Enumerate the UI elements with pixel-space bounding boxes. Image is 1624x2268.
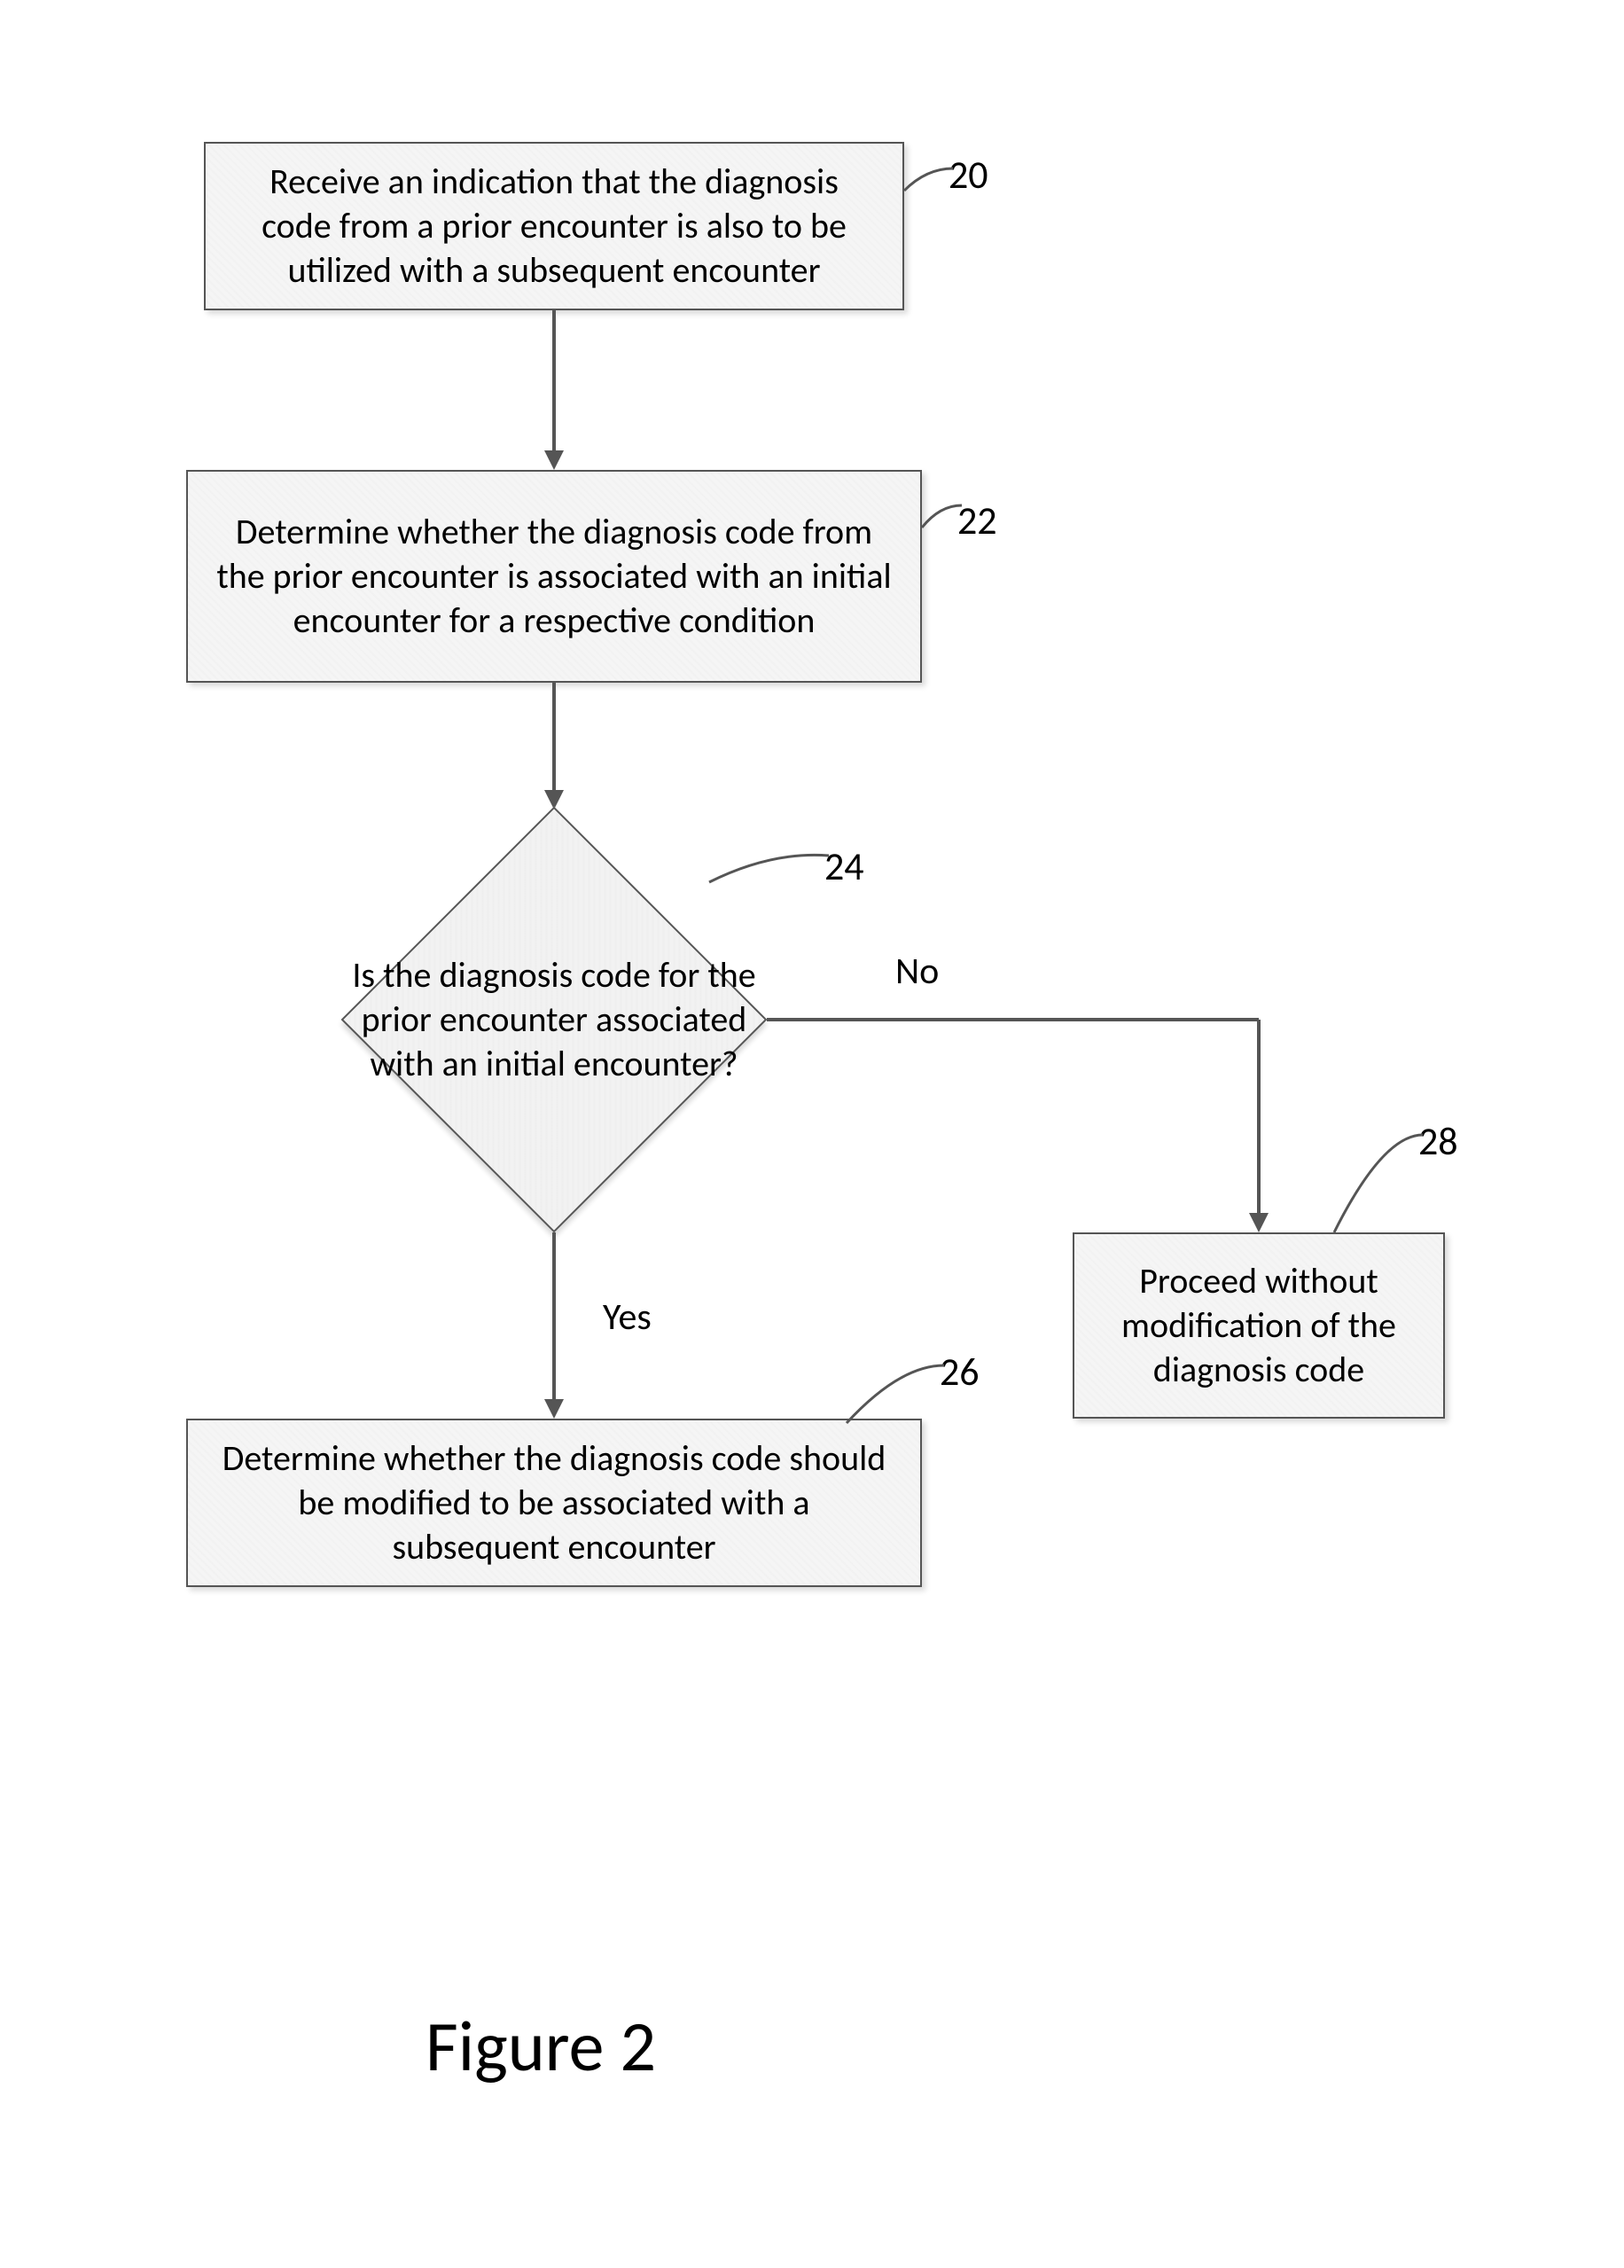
arrow-24-28 xyxy=(767,1006,1281,1237)
process-box-26: Determine whether the diagnosis code sho… xyxy=(186,1419,922,1587)
process-box-28-text: Proceed without modification of the diag… xyxy=(1101,1259,1417,1392)
arrow-20-22 xyxy=(541,310,567,470)
label-26: 26 xyxy=(940,1348,980,1396)
label-20: 20 xyxy=(949,151,988,199)
edge-label-no: No xyxy=(895,949,939,994)
leader-22 xyxy=(922,505,962,532)
process-box-20: Receive an indication that the diagnosis… xyxy=(204,142,904,310)
flowchart-container: Receive an indication that the diagnosis… xyxy=(177,142,1507,1738)
label-22: 22 xyxy=(957,497,997,544)
process-box-28: Proceed without modification of the diag… xyxy=(1073,1232,1445,1419)
process-box-26-text: Determine whether the diagnosis code sho… xyxy=(215,1436,894,1569)
label-24: 24 xyxy=(824,842,864,890)
arrow-24-26 xyxy=(541,1232,567,1419)
figure-caption: Figure 2 xyxy=(426,2004,656,2090)
process-box-22-text: Determine whether the diagnosis code fro… xyxy=(215,510,894,643)
label-28: 28 xyxy=(1418,1117,1458,1165)
arrow-22-24 xyxy=(541,683,567,811)
edge-label-yes: Yes xyxy=(603,1294,652,1340)
leader-20 xyxy=(904,168,953,195)
process-box-20-text: Receive an indication that the diagnosis… xyxy=(232,160,876,293)
leader-28 xyxy=(1334,1135,1423,1237)
process-box-22: Determine whether the diagnosis code fro… xyxy=(186,470,922,683)
decision-24-text: Is the diagnosis code for the prior enco… xyxy=(332,860,776,1179)
